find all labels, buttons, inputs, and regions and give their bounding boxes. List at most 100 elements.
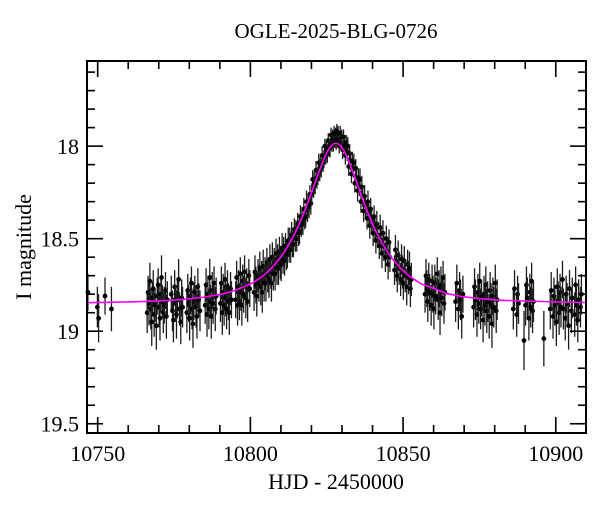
- data-point: [226, 310, 232, 316]
- data-point: [478, 306, 484, 312]
- data-point: [171, 317, 176, 323]
- data-point: [353, 165, 359, 171]
- data-point: [563, 291, 569, 297]
- data-point: [547, 306, 553, 312]
- data-point: [157, 315, 163, 321]
- data-point: [512, 286, 517, 292]
- data-point: [242, 269, 247, 275]
- model-curve-path: [86, 142, 587, 304]
- data-point: [439, 295, 445, 301]
- data-point: [147, 278, 153, 284]
- data-point: [359, 184, 365, 190]
- data-point: [207, 275, 213, 280]
- data-point: [386, 239, 392, 245]
- data-points: [85, 123, 584, 371]
- data-point: [212, 306, 218, 312]
- x-tick-label: 10750: [70, 441, 125, 466]
- data-point: [573, 282, 579, 288]
- data-point: [193, 304, 199, 310]
- data-point: [365, 199, 371, 205]
- data-point: [174, 312, 179, 317]
- x-axis-label: HJD - 2450000: [268, 469, 404, 494]
- data-point: [170, 308, 175, 314]
- data-point: [377, 225, 383, 230]
- data-point: [229, 297, 234, 303]
- y-tick-label: 19.5: [41, 412, 80, 437]
- data-point: [254, 293, 260, 299]
- data-point: [347, 151, 353, 156]
- data-point: [210, 301, 216, 306]
- data-point: [568, 308, 574, 314]
- data-point: [160, 310, 166, 316]
- data-point: [176, 276, 182, 282]
- data-point: [524, 282, 529, 288]
- data-point: [197, 308, 203, 314]
- data-point: [190, 321, 196, 327]
- data-point: [454, 280, 460, 286]
- data-point: [149, 319, 155, 325]
- data-point: [252, 269, 258, 275]
- chart-title: OGLE-2025-BLG-0726: [235, 19, 438, 43]
- plot-frame: [86, 60, 587, 434]
- data-point: [490, 293, 496, 299]
- data-point: [159, 275, 164, 280]
- data-point: [393, 247, 398, 253]
- y-tick-labels: 18 18.5 19 19.5: [41, 134, 80, 437]
- y-axis-label: I magnitude: [11, 194, 36, 300]
- data-point: [487, 288, 493, 293]
- data-point: [187, 315, 193, 321]
- data-point: [541, 336, 547, 342]
- data-point: [460, 291, 466, 297]
- data-point: [153, 323, 159, 329]
- data-point: [164, 314, 169, 319]
- data-point: [245, 299, 251, 304]
- x-tick-label: 10850: [376, 441, 431, 466]
- data-point: [515, 291, 520, 297]
- data-point: [472, 284, 477, 290]
- data-point: [457, 288, 462, 293]
- data-point: [575, 317, 581, 323]
- data-point: [432, 280, 438, 286]
- data-point: [308, 201, 314, 206]
- data-point: [341, 134, 346, 140]
- model-curve: [86, 142, 587, 304]
- data-point: [189, 280, 194, 286]
- data-point: [560, 276, 565, 282]
- data-point: [566, 323, 571, 329]
- data-point: [374, 221, 380, 227]
- data-point: [493, 308, 499, 314]
- data-point: [578, 304, 583, 310]
- data-point: [246, 273, 252, 279]
- data-point: [510, 306, 516, 312]
- y-tick-label: 19: [57, 319, 79, 344]
- data-point: [516, 301, 521, 306]
- data-point: [172, 284, 178, 290]
- data-point: [441, 301, 447, 306]
- data-point: [548, 288, 554, 293]
- data-point: [401, 258, 407, 264]
- data-point: [241, 291, 247, 297]
- data-point: [195, 284, 201, 290]
- data-point: [371, 214, 377, 219]
- x-tick-labels: 10750 10800 10850 10900: [70, 441, 583, 466]
- y-tick-label: 18.5: [41, 227, 80, 252]
- data-point: [155, 282, 161, 288]
- data-point: [102, 293, 108, 299]
- data-point: [228, 286, 233, 292]
- x-tick-label: 10800: [223, 441, 278, 466]
- data-point: [557, 289, 563, 295]
- data-point: [180, 304, 185, 310]
- data-point: [433, 293, 439, 299]
- data-point: [551, 293, 557, 299]
- data-point: [211, 280, 217, 286]
- data-point: [484, 308, 490, 314]
- data-point: [408, 286, 413, 292]
- x-tick-label: 10900: [528, 441, 583, 466]
- y-tick-label: 18: [57, 134, 79, 159]
- data-point: [521, 338, 527, 343]
- data-point: [554, 284, 560, 290]
- data-point: [569, 295, 575, 301]
- data-point: [109, 306, 114, 312]
